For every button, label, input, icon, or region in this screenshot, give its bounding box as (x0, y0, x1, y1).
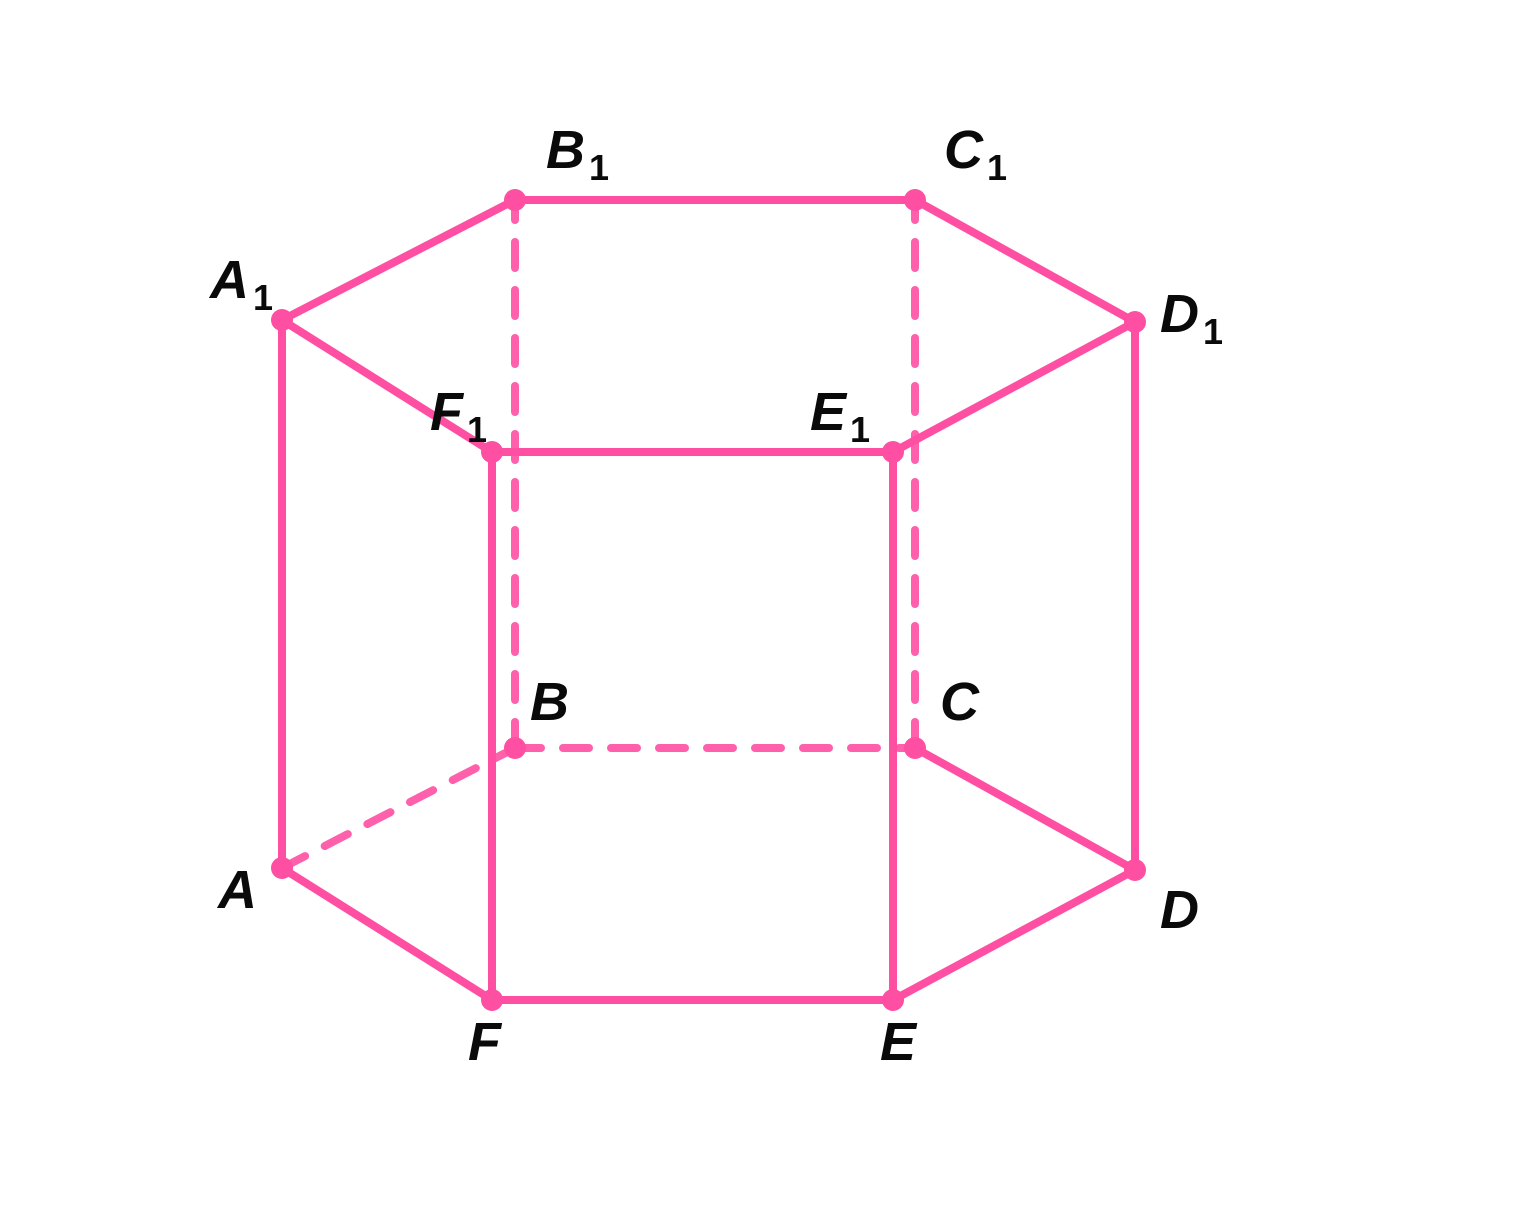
edge-C1-D1 (915, 200, 1135, 322)
label-E: E (880, 1012, 918, 1072)
label-D: D (1160, 880, 1199, 940)
label-E1: E1 (810, 382, 870, 450)
label-A: A (216, 860, 257, 920)
vertex-F (481, 989, 503, 1011)
label-D1: D1 (1160, 284, 1223, 352)
label-A1: A1 (208, 250, 273, 318)
vertex-C (904, 737, 926, 759)
vertex-B (504, 737, 526, 759)
label-C1: C1 (944, 120, 1007, 188)
vertex-A1 (271, 309, 293, 331)
vertex-C1 (904, 189, 926, 211)
vertices-group (271, 189, 1146, 1011)
label-C: C (940, 672, 980, 732)
vertex-E1 (882, 441, 904, 463)
vertex-A (271, 857, 293, 879)
vertex-B1 (504, 189, 526, 211)
labels-group: A B C D E F A1 B1 C1 D1 E1 F1 (208, 120, 1223, 1072)
label-F: F (468, 1012, 503, 1072)
edge-A-B (282, 748, 515, 868)
label-F1: F1 (430, 382, 487, 450)
vertex-D (1124, 859, 1146, 881)
edge-D-E (893, 870, 1135, 1000)
edge-A1-B1 (282, 200, 515, 320)
hexagonal-prism-diagram: A B C D E F A1 B1 C1 D1 E1 F1 (0, 0, 1536, 1224)
label-B1: B1 (546, 120, 609, 188)
edge-C-D (915, 748, 1135, 870)
edge-D1-E1 (893, 322, 1135, 452)
vertex-E (882, 989, 904, 1011)
vertex-D1 (1124, 311, 1146, 333)
hidden-edges-group (282, 200, 915, 868)
visible-edges-group (282, 200, 1135, 1000)
edge-F-A (282, 868, 492, 1000)
label-B: B (530, 672, 569, 732)
